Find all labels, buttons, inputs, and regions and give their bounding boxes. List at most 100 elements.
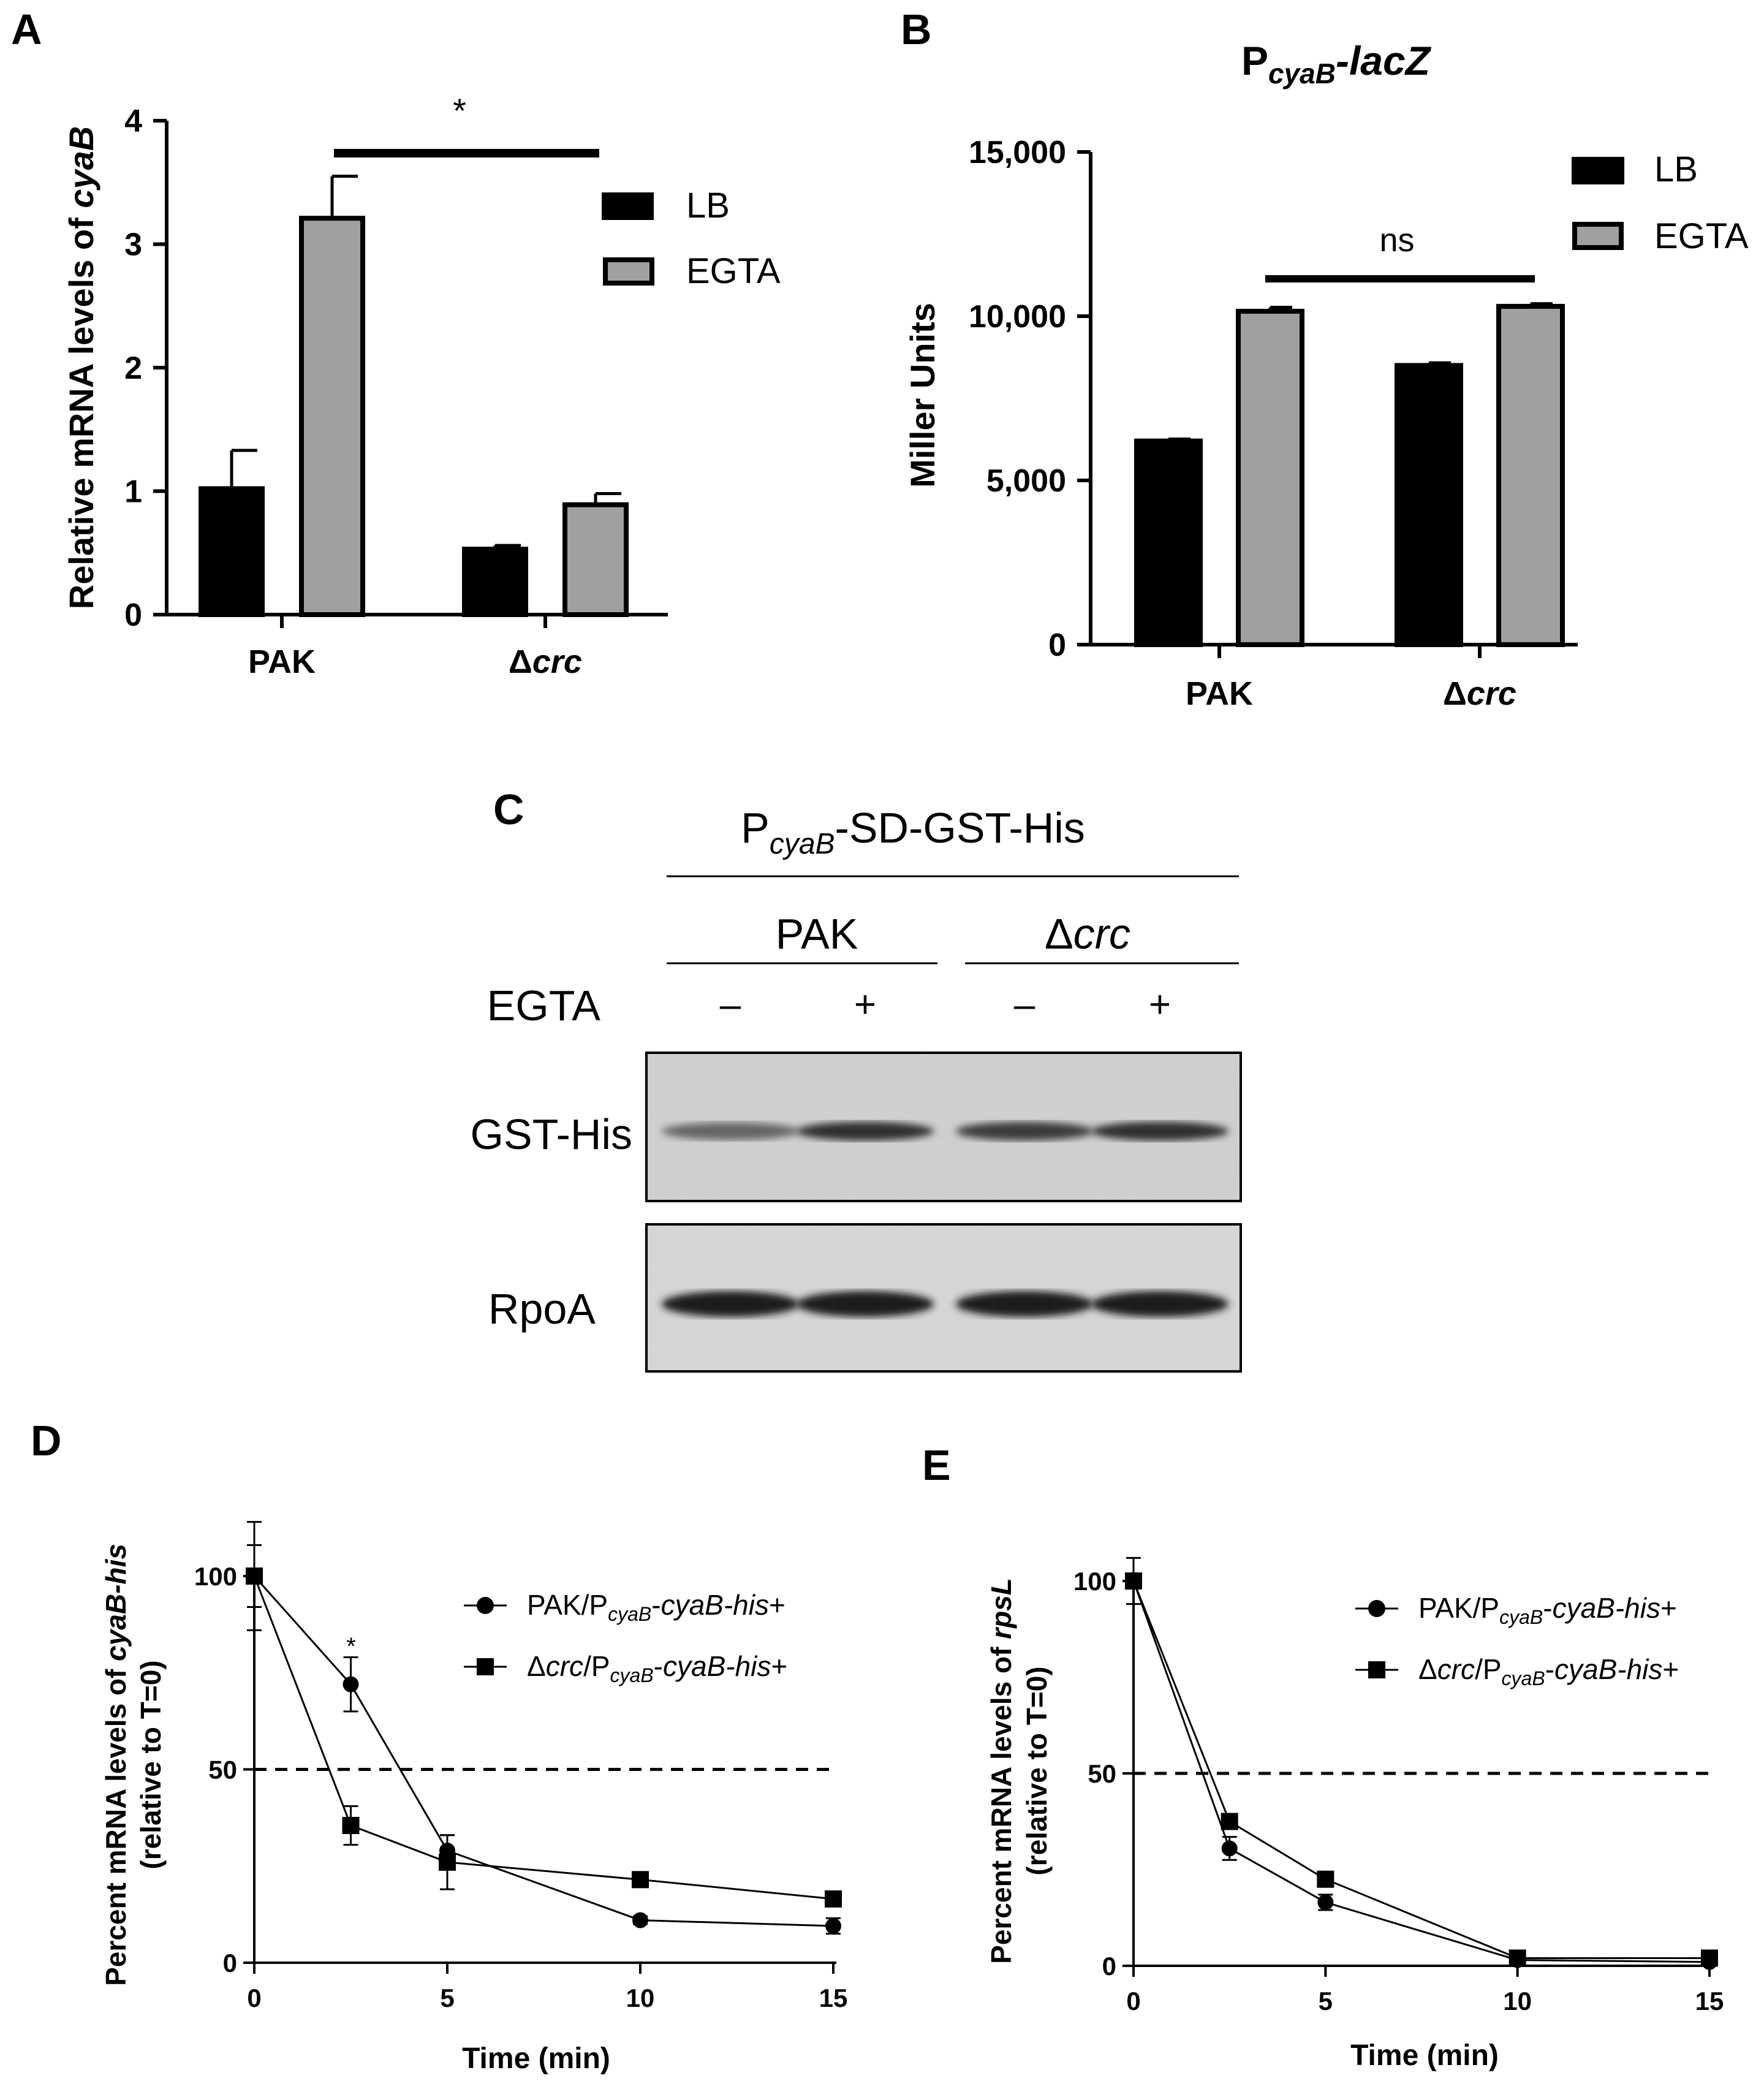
chart-d-marks: 0 50 100 0 5 10 15 xyxy=(194,1521,848,2012)
chart-b-y-axis-label: Miller Units xyxy=(903,303,942,488)
panel-letter-d: D xyxy=(31,1417,62,1465)
bar-egta xyxy=(1496,303,1565,648)
chart-d-significance-mark: * xyxy=(346,1633,356,1660)
data-point-circle xyxy=(825,1918,841,1935)
blot-row-label-rpoa: RpoA xyxy=(488,1285,596,1333)
chart-e-legend-pak: PAK/PcyaB-cyaB-his+ xyxy=(1418,1592,1677,1628)
chart-d: 0 50 100 0 5 10 15 Percent mRNA levels of cyaB… xyxy=(100,1521,848,2075)
x-tick-label: 0 xyxy=(247,1984,261,2012)
blot-strain-crc: Δcrc xyxy=(1045,910,1130,958)
chart-a-category-pak: PAK xyxy=(248,643,316,680)
chart-b-significance-mark: ns xyxy=(1379,222,1414,259)
chart-d-legend: PAK/PcyaB-cyaB-his+ Δcrc/PcyaB-cyaB-his+ xyxy=(464,1589,787,1686)
bar-egta xyxy=(562,502,629,617)
blot-band xyxy=(662,1291,799,1317)
y-tick-label: 100 xyxy=(194,1562,237,1591)
blot-treatment-label: EGTA xyxy=(487,982,601,1029)
chart-a-legend-lb-swatch xyxy=(602,192,654,220)
chart-b-legend-egta: EGTA xyxy=(1654,216,1749,256)
data-point-circle xyxy=(343,1676,359,1692)
chart-a-category-crc: Δcrc xyxy=(509,643,582,680)
blot-row-label-gst-his: GST-His xyxy=(471,1110,632,1158)
x-tick-label: 10 xyxy=(1503,1987,1532,2015)
y-tick-label: 50 xyxy=(1088,1759,1116,1788)
bar-lb xyxy=(1395,363,1463,648)
panel-letter-a: A xyxy=(11,6,42,53)
panel-letter-e: E xyxy=(922,1441,951,1489)
data-point-circle xyxy=(1221,1840,1238,1857)
blot-band xyxy=(1091,1291,1228,1317)
chart-a-y-axis-label: Relative mRNA levels of cyaB xyxy=(62,126,100,609)
data-point-square xyxy=(1317,1870,1334,1888)
chart-e-legend: PAK/PcyaB-cyaB-his+ Δcrc/PcyaB-cyaB-his+ xyxy=(1355,1592,1679,1689)
series-line xyxy=(253,1575,834,1927)
blot-panel-gst-his xyxy=(645,1052,1242,1202)
chart-e-legend-marker-pak xyxy=(1368,1600,1385,1617)
y-tick-label: 0 xyxy=(124,597,142,633)
chart-e-y-axis-label-line2: (relative to T=0) xyxy=(1021,1666,1053,1875)
blot-sign-lane4: + xyxy=(1149,984,1171,1026)
data-point-square xyxy=(1508,1949,1526,1967)
chart-b-marks: 0 5,000 10,000 15,000 xyxy=(969,135,1578,663)
series-line xyxy=(253,1575,834,1900)
blot-panel-rpoa xyxy=(645,1223,1242,1373)
blot-band xyxy=(956,1121,1093,1141)
chart-d-x-axis-label: Time (min) xyxy=(462,2042,610,2075)
y-tick-label: 5,000 xyxy=(986,463,1066,499)
data-point-square xyxy=(1125,1572,1142,1590)
chart-e-legend-crc: Δcrc/PcyaB-cyaB-his+ xyxy=(1418,1653,1679,1689)
y-tick-label: 100 xyxy=(1073,1567,1116,1596)
y-tick-label: 0 xyxy=(1102,1952,1116,1981)
y-tick-label: 0 xyxy=(1048,627,1066,663)
blot-sign-lane3: – xyxy=(1014,984,1035,1026)
x-tick-label: 0 xyxy=(1126,1987,1140,2015)
chart-b-legend-lb-swatch xyxy=(1572,157,1624,184)
blot-band xyxy=(1091,1121,1228,1141)
y-tick-label: 1 xyxy=(124,474,142,510)
chart-e: 0 50 100 0 5 10 15 Percent mRNA levels of rpsL… xyxy=(985,1556,1724,2072)
chart-e-legend-marker-crc xyxy=(1368,1661,1385,1678)
y-tick-label: 0 xyxy=(223,1949,237,1977)
chart-a-legend-egta: EGTA xyxy=(686,251,781,291)
chart-a-legend-lb: LB xyxy=(686,186,730,226)
data-point-circle xyxy=(1317,1894,1334,1911)
chart-b-title: PcyaB-lacZ xyxy=(1241,38,1432,89)
data-point-square xyxy=(1221,1813,1238,1830)
chart-b-category-crc: Δcrc xyxy=(1443,675,1516,712)
blot-sign-lane1: – xyxy=(720,984,741,1026)
y-tick-label: 15,000 xyxy=(969,135,1066,170)
chart-e-x-axis-label: Time (min) xyxy=(1350,2039,1499,2072)
y-tick-label: 3 xyxy=(124,227,142,263)
blot-bands-rpoa xyxy=(662,1291,1228,1317)
chart-a: 0 1 2 3 4 Relative mRNA levels of cyaB PAK Δ… xyxy=(62,91,781,680)
data-point-circle xyxy=(632,1912,648,1928)
x-tick-label: 15 xyxy=(1695,1987,1724,2015)
chart-d-legend-crc: Δcrc/PcyaB-cyaB-his+ xyxy=(527,1650,787,1686)
blot-sign-lane2: + xyxy=(854,984,876,1026)
x-tick-label: 5 xyxy=(1319,1987,1333,2015)
y-tick-label: 4 xyxy=(124,104,142,139)
y-tick-label: 50 xyxy=(208,1756,237,1784)
chart-b: PcyaB-lacZ 0 5,000 10,000 15,000 Miller Uni… xyxy=(903,38,1749,712)
bar-lb xyxy=(1134,438,1203,647)
panel-letter-b: B xyxy=(901,6,932,53)
blot-band xyxy=(956,1291,1093,1317)
blot-band xyxy=(662,1122,799,1140)
data-point-square xyxy=(342,1816,360,1834)
chart-b-legend-lb: LB xyxy=(1654,150,1698,189)
data-point-square xyxy=(632,1871,649,1889)
series-line xyxy=(1132,1580,1709,1959)
chart-a-significance-mark: * xyxy=(453,91,466,130)
bar-lb xyxy=(462,547,528,618)
chart-e-y-axis-label-line1: Percent mRNA levels of rpsL xyxy=(985,1578,1017,1964)
chart-a-marks: 0 1 2 3 4 xyxy=(124,104,668,633)
x-tick-label: 15 xyxy=(819,1984,848,2012)
bar-egta xyxy=(299,216,365,617)
panel-letter-c: C xyxy=(493,786,524,833)
blot-construct-label: PcyaB-SD-GST-His xyxy=(741,804,1085,860)
chart-a-legend-egta-swatch xyxy=(603,257,654,286)
bar-lb xyxy=(199,486,265,617)
chart-e-marks: 0 50 100 0 5 10 15 xyxy=(1073,1556,1724,2015)
data-point-square xyxy=(246,1567,263,1585)
